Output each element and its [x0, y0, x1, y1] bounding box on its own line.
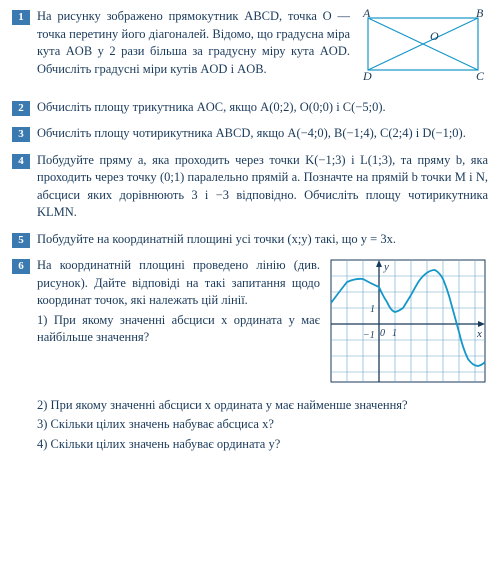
problem-3: 3 Обчисліть площу чотирикутника ABCD, як…	[12, 125, 488, 143]
sub-num: 1)	[37, 313, 47, 327]
sub-3: 3) Скільки цілих значень набуває абсциса…	[37, 416, 488, 434]
svg-text:C: C	[476, 69, 485, 80]
svg-text:x: x	[476, 328, 482, 340]
problem-5-text: Побудуйте на координатній площині усі то…	[37, 231, 488, 249]
problem-text: 0 1 1 −1 x y На координатній площині про…	[37, 257, 488, 453]
problem-2-text: Обчисліть площу трикутника AOC, якщо A(0…	[37, 99, 488, 117]
problem-4-text: Побудуйте пряму a, яка проходить через т…	[37, 152, 488, 222]
sub-num: 3)	[37, 417, 47, 431]
svg-text:O: O	[430, 29, 439, 43]
svg-text:A: A	[362, 8, 371, 20]
problem-number-box: 3	[12, 127, 30, 142]
problem-number-box: 6	[12, 259, 30, 274]
sub-text: Скільки цілих значень набуває ордината y…	[51, 437, 281, 451]
sub-text: При якому значенні абсциси x ордината y …	[51, 398, 408, 412]
sub-2: 2) При якому значенні абсциси x ордината…	[37, 397, 488, 415]
sub-num: 4)	[37, 437, 47, 451]
problem-number-box: 1	[12, 10, 30, 25]
figure-coordinate-curve: 0 1 1 −1 x y	[328, 257, 488, 391]
problem-6-intro: На координатній площині проведено лінію …	[37, 258, 320, 307]
problem-2: 2 Обчисліть площу трикутника AOC, якщо A…	[12, 99, 488, 117]
sub-text: При якому значенні абсциси x ордината y …	[37, 313, 320, 345]
rect-diagonals-svg: A B C D O	[358, 8, 488, 80]
sub-text: Скільки цілих значень набуває абсциса x?	[51, 417, 274, 431]
sub-4: 4) Скільки цілих значень набуває ординат…	[37, 436, 488, 454]
svg-text:1: 1	[392, 328, 397, 339]
problem-number-box: 5	[12, 233, 30, 248]
problem-number-box: 2	[12, 101, 30, 116]
svg-text:−1: −1	[363, 330, 375, 341]
curve-svg: 0 1 1 −1 x y	[328, 257, 488, 385]
problem-3-text: Обчисліть площу чотирикутника ABCD, якщо…	[37, 125, 488, 143]
problem-text: A B C D O На рисунку зображено прямокутн…	[37, 8, 488, 90]
problem-1-text: На рисунку зображено прямокутник ABCD, т…	[37, 9, 350, 76]
svg-text:1: 1	[370, 304, 375, 315]
sub-num: 2)	[37, 398, 47, 412]
svg-text:0: 0	[380, 328, 385, 339]
problem-1: 1 A B C D O На рисунку зображено прямоку…	[12, 8, 488, 90]
problem-5: 5 Побудуйте на координатній площині усі …	[12, 231, 488, 249]
svg-text:D: D	[362, 69, 372, 80]
problem-number-box: 4	[12, 154, 30, 169]
problem-6: 6	[12, 257, 488, 453]
figure-rectangle: A B C D O	[358, 8, 488, 86]
svg-text:y: y	[383, 261, 389, 273]
problem-4: 4 Побудуйте пряму a, яка проходить через…	[12, 152, 488, 222]
svg-text:B: B	[476, 8, 484, 20]
